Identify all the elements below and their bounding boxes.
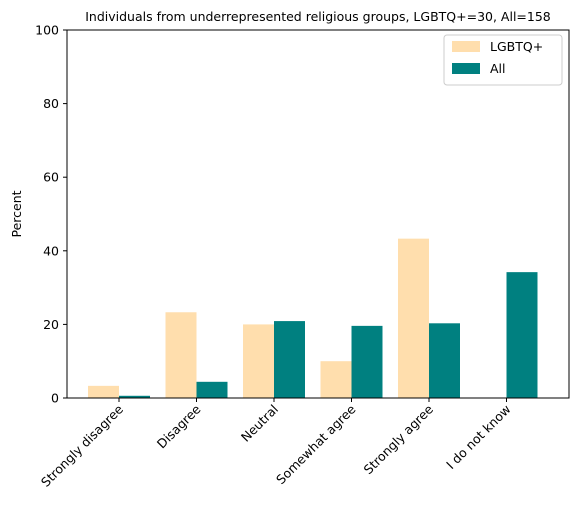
legend-label-lgbtq: LGBTQ+: [490, 39, 543, 54]
bar-lgbtq-0: [88, 385, 119, 398]
y-tick-label-4: 80: [43, 96, 59, 111]
bar-all-3: [351, 325, 383, 398]
plot-frame: [66, 29, 570, 399]
x-tick-label-3: Somewhat agree: [273, 401, 359, 487]
y-tick-label-3: 60: [43, 170, 59, 185]
y-ticks-group: 0 20 40 60 80 100: [35, 23, 67, 406]
y-tick-label-1: 20: [43, 317, 59, 332]
x-ticks-group: Strongly disagree Disagree NeutralSomewhat…: [38, 398, 514, 490]
y-tick-label-0: 0: [51, 391, 59, 406]
bar-all-5: [506, 272, 538, 398]
legend-label-all: All: [490, 61, 506, 76]
bar-all-4: [429, 323, 460, 398]
legend-swatch-lgbtq: [452, 41, 480, 52]
legend-swatch-all: [452, 63, 480, 74]
y-axis-label: Percent: [9, 190, 24, 237]
chart-title: Individuals from underrepresented religi…: [85, 9, 551, 24]
legend: LGBTQ+ All: [443, 34, 563, 86]
bar-all-1: [196, 381, 228, 398]
bar-lgbtq-2: [243, 324, 274, 398]
x-tick-label-2: Neutral: [238, 402, 281, 445]
x-tick-label-1: Disagree: [154, 401, 204, 451]
y-tick-label-5: 100: [35, 23, 59, 38]
bar-lgbtq-1: [165, 312, 197, 398]
x-tick-label-5: I do not know: [443, 402, 514, 473]
bar-lgbtq-4: [398, 238, 429, 398]
bar-all-0: [119, 395, 150, 398]
bar-all-2: [274, 321, 305, 398]
x-tick-label-0: Strongly disagree: [38, 401, 126, 489]
y-tick-label-2: 40: [43, 243, 59, 258]
bar-lgbtq-3: [320, 361, 352, 398]
x-tick-label-4: Strongly agree: [361, 401, 437, 477]
bars-group: [88, 238, 538, 398]
